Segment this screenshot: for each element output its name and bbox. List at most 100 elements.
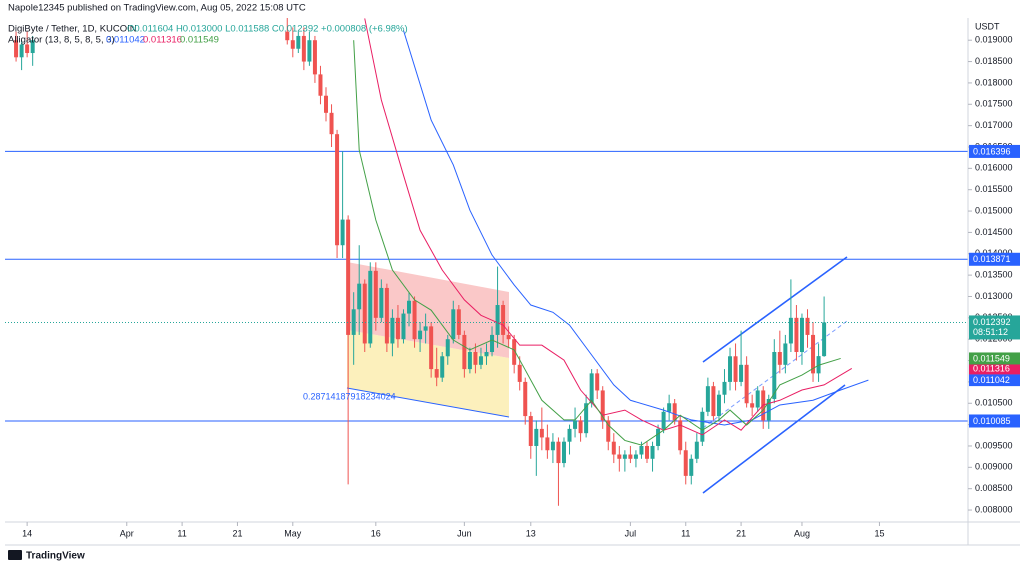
candle-body [633,454,638,459]
x-tick-label: 21 [232,528,242,538]
indicator-value: 0.011316 [143,35,182,46]
candle-body [589,373,594,404]
candle-body [368,270,373,344]
candle-body [645,445,649,459]
candle-body [805,317,810,335]
candle-body [512,339,517,365]
y-tick-label: 0.015000 [975,205,1013,215]
candle-body [683,450,688,476]
candle-body [600,390,605,421]
candle-body [639,445,644,455]
candle-body [561,441,566,464]
indicator-line [403,30,869,426]
y-tick-label: 0.013000 [975,291,1013,301]
x-tick-label: 11 [177,528,186,538]
candle-body [611,441,616,455]
candle-body [390,317,395,344]
y-tick-label: 0.018500 [975,56,1013,66]
currency: USDT [975,21,1000,31]
candle-body [744,364,749,404]
candle-body [312,40,317,75]
last-price-tag [969,315,1020,340]
candle-body [650,445,655,459]
candle-body [473,352,478,365]
x-tick-label: Jun [457,528,472,538]
candle-body [25,44,30,54]
candle-body [523,381,528,417]
y-tick-label: 0.009500 [975,440,1013,450]
candle-body [545,437,550,451]
candle-body [711,386,716,417]
candle-body [628,454,633,459]
candle-body [656,428,661,446]
x-tick-label: 11 [681,528,690,538]
indicator-line [353,40,841,446]
price-tag-label: 0.010085 [973,416,1011,426]
y-tick-label: 0.018000 [975,77,1013,87]
candle-body [478,356,483,365]
candle-body [705,386,710,412]
indicator-tag [969,374,1020,387]
candle-body [290,40,295,49]
candle-body [678,420,683,451]
indicator-value: 0.011042 [106,35,145,46]
candle-body [324,95,328,113]
candle-body [550,441,555,451]
logo [8,550,22,560]
channel-label: 0.28714187918234024 [303,391,396,401]
y-tick-label: 0.015500 [975,184,1013,194]
candle-body [672,403,677,421]
candle-body [501,305,506,335]
candle-body [794,317,799,353]
candle-body [750,403,755,408]
candle-body [373,270,378,318]
candle-body [418,330,423,340]
candle-body [766,398,771,421]
y-tick-label: 0.019000 [975,35,1013,45]
indicator-tag [969,362,1020,375]
indicator-title: Alligator (13, 8, 5, 8, 5, 3) [8,35,115,46]
x-tick-label: 21 [736,528,746,538]
x-tick-label: 14 [22,528,32,538]
candle-body [407,300,412,314]
candle-body [567,428,572,442]
candle-body [412,300,417,340]
candle-body [384,287,389,344]
candle-body [19,44,24,58]
candle-body [462,334,467,370]
candle-body [528,416,533,446]
y-tick-label: 0.013500 [975,270,1013,280]
candle-body [595,373,600,391]
candle-body [401,313,406,340]
indicator-tag-label: 0.011316 [973,363,1010,373]
x-tick-label: Aug [794,528,810,538]
trend-line [702,384,846,494]
candle-body [429,326,434,370]
candle-body [484,352,489,357]
candle-body [346,219,351,335]
candle-body [318,74,323,96]
candle-body [362,283,367,344]
candle-body [700,411,705,442]
y-tick-label: 0.008500 [975,483,1013,493]
candle-body [517,364,522,382]
candle-body [755,390,760,408]
candle-body [689,458,694,476]
plot [5,18,968,506]
price-tag-label: 0.016396 [973,146,1011,156]
candle-body [329,112,334,135]
indicator-value: 0.011549 [180,35,219,46]
candle-body [728,356,733,382]
price-tag [969,144,1020,158]
price-tag-label: 0.013871 [973,254,1011,264]
x-tick-label: May [284,528,302,538]
candle-body [556,441,561,464]
symbol: DigiByte / Tether, 1D, KUCOIN [8,24,137,35]
price-tag [969,414,1020,428]
x-tick-label: 15 [874,528,884,538]
candle-body [14,40,19,58]
indicator-tag-label: 0.011549 [973,353,1010,363]
candle-body [606,420,611,442]
candle-body [799,317,804,353]
